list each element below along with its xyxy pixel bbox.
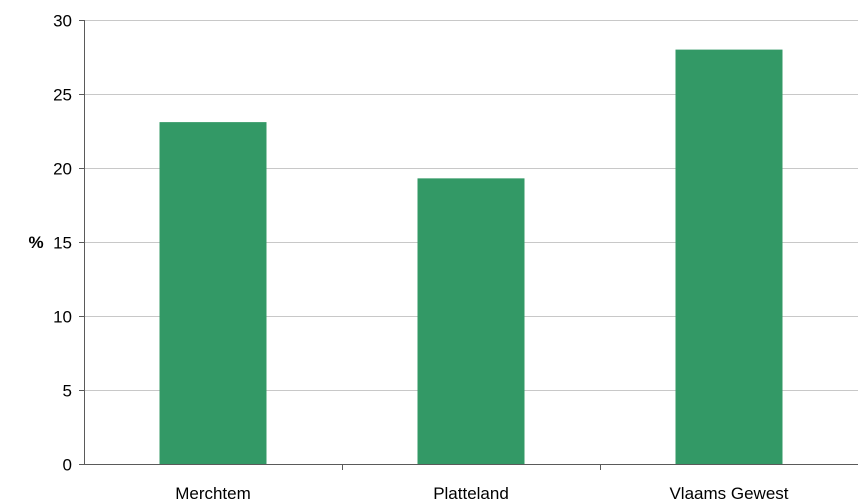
y-axis-ticks: 0 5 10 15 20 25 30 [53, 12, 84, 475]
x-category-label: Platteland [433, 484, 509, 503]
y-tick-label: 25 [53, 86, 72, 105]
y-tick-label: 20 [53, 160, 72, 179]
y-tick-label: 5 [63, 382, 72, 401]
bars [159, 49, 783, 465]
y-axis-label: % [28, 233, 43, 252]
y-tick-label: 30 [53, 12, 72, 31]
y-tick-label: 15 [53, 234, 72, 253]
y-tick-label: 10 [53, 308, 72, 327]
bar-platteland [417, 178, 525, 465]
x-category-label: Merchtem [175, 484, 251, 503]
x-category-label: Vlaams Gewest [669, 484, 788, 503]
x-axis-ticks: Merchtem Platteland Vlaams Gewest [175, 464, 789, 503]
y-tick-label: 0 [63, 456, 72, 475]
bar-vlaams-gewest [675, 49, 783, 464]
bar-merchtem [159, 122, 267, 465]
